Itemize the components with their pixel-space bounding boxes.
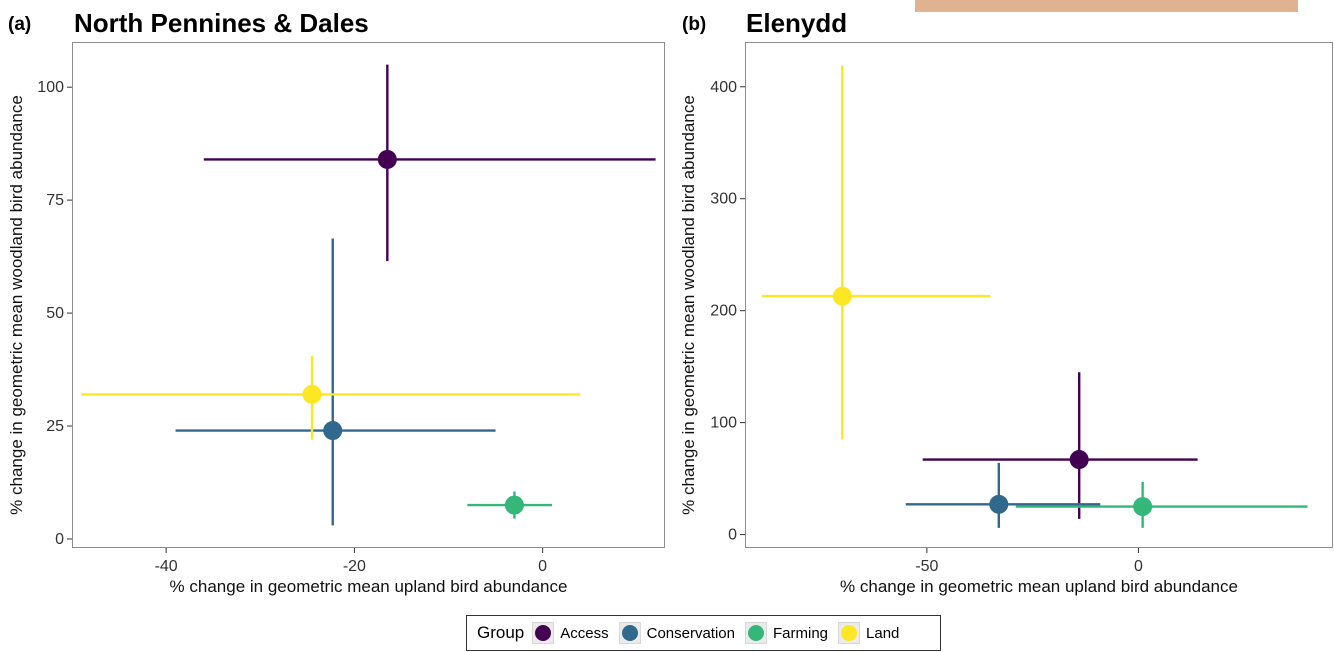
panel-b-farming-point [1133, 497, 1153, 517]
panel-a-land-point [302, 384, 322, 404]
legend-dot-farming [748, 625, 764, 641]
legend-item-conservation: Conservation [618, 622, 735, 644]
panel-b-x-tick-label: -50 [915, 558, 938, 575]
panel-b-x-axis-title: % change in geometric mean upland bird a… [840, 577, 1238, 596]
top-accent-bar [915, 0, 1298, 12]
panel-a-y-tick-label: 25 [46, 418, 64, 435]
legend-dot-access [535, 625, 552, 641]
legend-key-land [838, 622, 861, 644]
panel-b-title: Elenydd [746, 8, 848, 38]
legend-key-access [532, 622, 555, 644]
panel-b-y-axis-title: % change in geometric mean woodland bird… [679, 95, 698, 515]
panel-a-y-axis-title: % change in geometric mean woodland bird… [7, 95, 26, 515]
legend-label-access: Access [560, 624, 609, 642]
panel-a-y-tick-label: 50 [46, 305, 64, 322]
panel-b-label: (b) [682, 14, 707, 35]
legend-label-conservation: Conservation [646, 624, 735, 642]
legend-key-farming [745, 622, 767, 644]
legend: Group Access Conservation Farming Land [466, 615, 941, 651]
panel-a-access-point [377, 149, 397, 169]
panel-a-x-tick-label: 0 [538, 558, 547, 575]
legend-label-land: Land [866, 624, 900, 642]
panel-a-x-tick-label: -20 [343, 558, 366, 575]
legend-title: Group [477, 623, 525, 642]
panel-a-farming-point [504, 495, 524, 515]
panel-b-access-point [1069, 450, 1089, 470]
panel-a-y-tick-label: 75 [46, 192, 64, 209]
panel-a-y-tick-label: 0 [55, 531, 64, 548]
panel-a-x-axis-title: % change in geometric mean upland bird a… [170, 577, 568, 596]
legend-item-access: Access [532, 622, 609, 644]
panel-a-conservation-point [323, 421, 343, 441]
panel-a-plot-frame [72, 42, 665, 548]
legend-key-conservation [618, 622, 641, 644]
panel-b-y-tick-label: 300 [710, 191, 737, 208]
panel-b-y-tick-label: 0 [728, 527, 737, 544]
legend-label-farming: Farming [773, 624, 829, 642]
panel-a-y-tick-label: 100 [37, 79, 64, 96]
legend-dot-conservation [621, 625, 638, 641]
panel-b-land-point [832, 286, 852, 306]
legend-item-farming: Farming [745, 622, 828, 644]
panel-a-title: North Pennines & Dales [74, 8, 369, 38]
panel-b-y-tick-label: 200 [710, 303, 737, 320]
panel-b-conservation-point [989, 494, 1009, 514]
legend-dot-land [841, 625, 858, 641]
panel-b-x-tick-label: 0 [1134, 558, 1143, 575]
panel-b-y-tick-label: 400 [710, 79, 737, 96]
legend-item-land: Land [838, 622, 899, 644]
panel-a-x-tick-label: -40 [155, 558, 178, 575]
panel-b-y-tick-label: 100 [710, 415, 737, 432]
panel-a-label: (a) [8, 14, 32, 35]
